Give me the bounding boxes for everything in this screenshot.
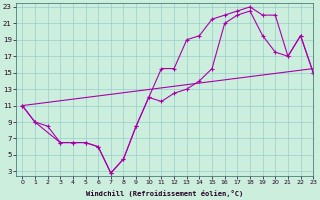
X-axis label: Windchill (Refroidissement éolien,°C): Windchill (Refroidissement éolien,°C) (86, 190, 243, 197)
